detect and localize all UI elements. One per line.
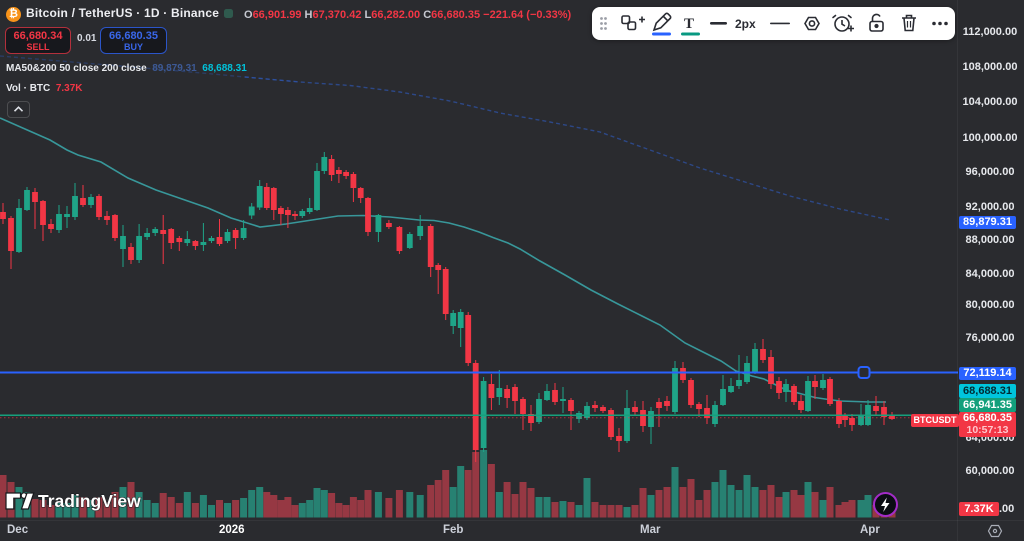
svg-text:2px: 2px <box>735 17 756 31</box>
svg-text:T: T <box>684 16 694 32</box>
svg-text:TradingView: TradingView <box>38 491 141 511</box>
